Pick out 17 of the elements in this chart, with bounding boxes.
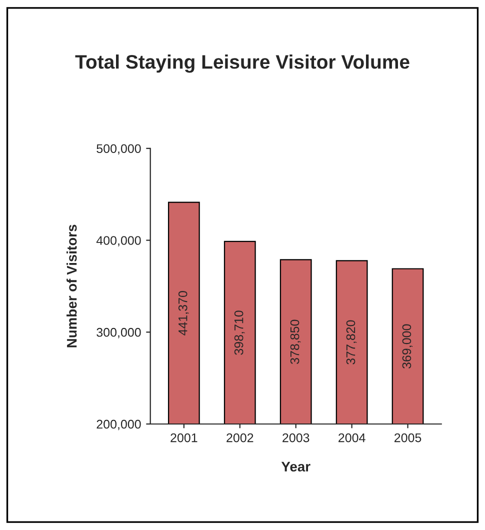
data-label: 377,820	[346, 320, 357, 364]
data-label: 441,370	[178, 291, 189, 336]
chart-title: Total Staying Leisure Visitor Volume	[75, 54, 410, 73]
y-tick-label: 200,000	[96, 420, 141, 430]
y-tick-label: 400,000	[96, 236, 141, 246]
y-tick-label: 500,000	[96, 144, 141, 155]
data-label: 398,710	[234, 310, 245, 355]
x-tick-label: 2002	[226, 433, 254, 442]
x-tick-label: 2003	[282, 433, 310, 442]
x-tick-label: 2004	[338, 433, 366, 442]
y-axis-title: Number of Visitors	[66, 224, 77, 348]
y-tick-label: 300,000	[96, 328, 141, 338]
data-label: 378,850	[290, 320, 301, 364]
x-tick-label: 2005	[394, 433, 422, 442]
x-tick-label: 2001	[170, 433, 198, 442]
x-axis-title: Year	[281, 462, 310, 472]
data-label: 369,000	[402, 324, 413, 368]
